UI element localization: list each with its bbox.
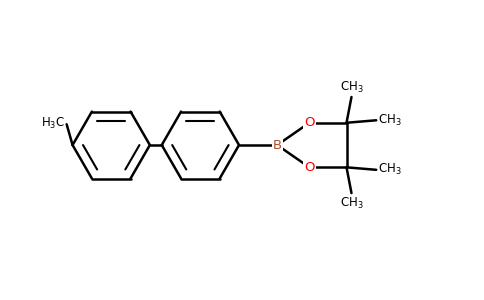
Text: CH$_3$: CH$_3$ xyxy=(340,196,363,211)
Text: O: O xyxy=(304,161,315,174)
Text: B: B xyxy=(272,139,282,152)
Text: CH$_3$: CH$_3$ xyxy=(378,162,402,177)
Text: O: O xyxy=(304,116,315,129)
Text: CH$_3$: CH$_3$ xyxy=(340,80,363,94)
Text: CH$_3$: CH$_3$ xyxy=(378,113,402,128)
Text: H$_3$C: H$_3$C xyxy=(41,116,65,131)
